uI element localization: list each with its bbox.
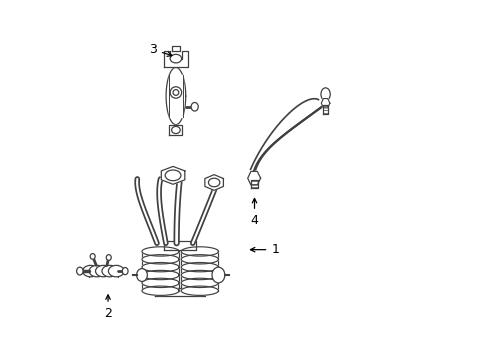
Text: 2: 2: [104, 295, 112, 320]
Polygon shape: [321, 99, 329, 108]
Ellipse shape: [320, 88, 329, 101]
Polygon shape: [181, 247, 218, 256]
Polygon shape: [142, 278, 179, 288]
Ellipse shape: [171, 126, 180, 134]
Text: 3: 3: [149, 43, 172, 56]
Ellipse shape: [191, 103, 198, 111]
Ellipse shape: [102, 265, 118, 277]
Polygon shape: [142, 255, 179, 264]
Ellipse shape: [212, 267, 224, 283]
Polygon shape: [142, 270, 179, 280]
Ellipse shape: [82, 265, 98, 277]
Ellipse shape: [89, 265, 104, 277]
Polygon shape: [169, 125, 182, 135]
Polygon shape: [155, 288, 205, 296]
Polygon shape: [181, 255, 218, 264]
Polygon shape: [181, 286, 218, 296]
Polygon shape: [161, 166, 184, 184]
Polygon shape: [142, 247, 179, 256]
Ellipse shape: [173, 90, 179, 95]
Polygon shape: [142, 262, 179, 272]
Ellipse shape: [170, 54, 181, 63]
Ellipse shape: [90, 253, 95, 259]
Ellipse shape: [108, 265, 124, 277]
Polygon shape: [88, 265, 118, 277]
Ellipse shape: [106, 255, 111, 260]
Polygon shape: [164, 242, 196, 250]
Ellipse shape: [170, 87, 181, 98]
Polygon shape: [322, 105, 328, 114]
Polygon shape: [142, 286, 179, 296]
Polygon shape: [204, 175, 223, 190]
Polygon shape: [164, 51, 187, 67]
Polygon shape: [171, 46, 180, 51]
Polygon shape: [247, 171, 260, 185]
Ellipse shape: [95, 265, 111, 277]
Text: 4: 4: [250, 198, 258, 227]
Ellipse shape: [208, 178, 220, 187]
Ellipse shape: [136, 269, 147, 282]
Ellipse shape: [165, 170, 181, 181]
Polygon shape: [181, 262, 218, 272]
Polygon shape: [181, 278, 218, 288]
Text: 1: 1: [250, 243, 279, 256]
Polygon shape: [250, 180, 257, 188]
Polygon shape: [166, 67, 185, 125]
Polygon shape: [168, 75, 183, 117]
Polygon shape: [181, 270, 218, 280]
Ellipse shape: [77, 267, 83, 275]
Ellipse shape: [122, 267, 128, 275]
